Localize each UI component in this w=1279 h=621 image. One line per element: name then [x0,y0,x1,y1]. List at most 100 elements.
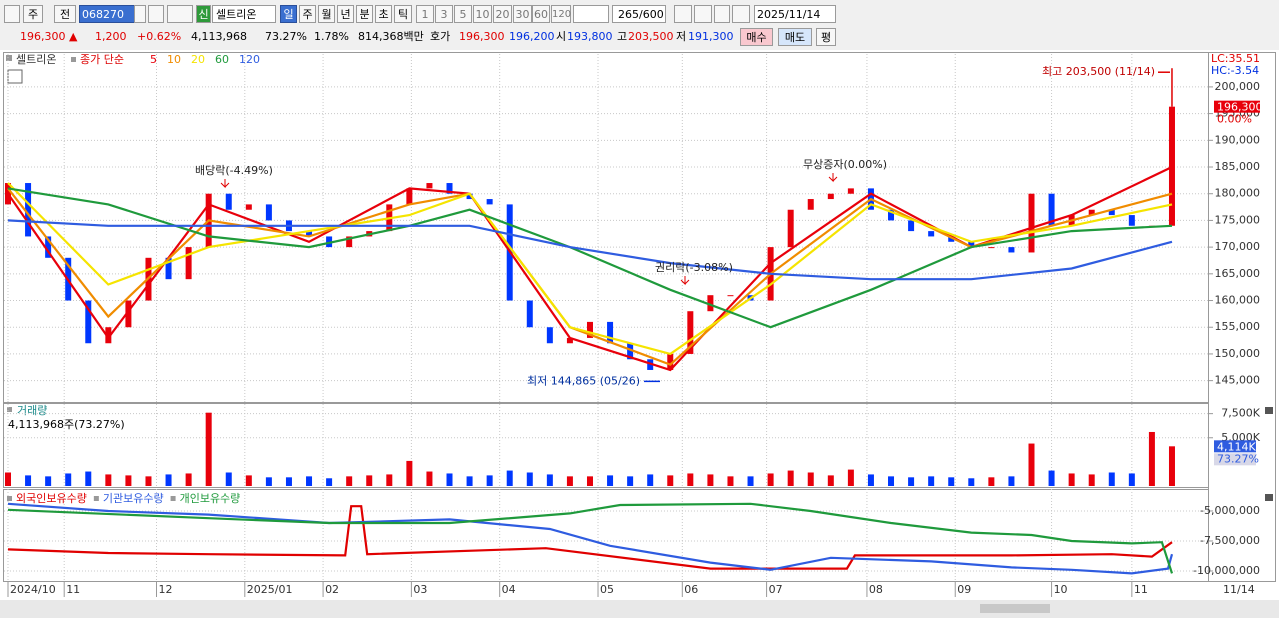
last-change-label: 0.00% [1217,113,1252,126]
y-tick-label: 150,000 [1215,347,1261,360]
buy-button[interactable]: 매수 [740,28,773,46]
open-label: 시 [556,30,567,43]
candle [566,337,573,344]
event-label: 배당락(-4.49%) [195,164,273,177]
period-button[interactable]: 분 [356,5,373,23]
y-tick-label: -10,000,000 [1193,564,1260,577]
stock-name[interactable]: 셀트리온 [212,5,276,23]
volume-bar [1008,476,1015,486]
interval-button[interactable]: 3 [435,5,453,23]
scrollbar[interactable] [0,600,1279,618]
volume-bar [667,475,674,486]
interval-button[interactable]: 60 [532,5,550,23]
period-button[interactable]: 초 [375,5,392,23]
candle [165,257,172,280]
period-button[interactable]: 틱 [394,5,412,23]
candle [667,353,674,370]
interval-button[interactable]: 120 [551,5,571,23]
period-button[interactable]: 년 [337,5,354,23]
save-icon[interactable] [714,5,730,23]
candle [948,236,955,242]
x-tick-label: 08 [869,583,883,596]
period-button[interactable]: 주 [299,5,316,23]
settings-icon[interactable] [732,5,750,23]
volume-bar [968,478,975,486]
volume-bar [526,472,533,486]
tool-icon[interactable] [674,5,692,23]
series-line [7,182,1173,356]
interval-button[interactable]: 20 [493,5,512,23]
date-box[interactable]: 2025/11/14 [754,5,836,23]
candle [466,193,473,200]
volume-bar [366,475,373,486]
volume-bar [65,473,72,486]
low-label: 저 [676,30,687,43]
lc-label: LC:35.51 [1211,52,1260,65]
period-button[interactable]: 월 [318,5,335,23]
x-tick-label: 05 [600,583,614,596]
legend-entry: 120 [239,53,260,66]
event-label: 권리락(-3.08%) [655,261,733,274]
interval-button[interactable]: 30 [513,5,532,23]
tool-icon[interactable] [694,5,712,23]
ma-title: 종가 단순 [80,53,124,66]
candle [908,220,915,232]
last-price-box [1214,100,1260,113]
volume-bar [326,478,333,486]
volume-bar [586,476,593,486]
count-max: /600 [639,8,664,21]
volume-bar [466,476,473,486]
volume-bar [486,475,493,486]
candle [928,231,935,237]
x-tick-label: 04 [502,583,516,596]
volume-bar [45,476,52,486]
interval-button[interactable]: 1 [416,5,434,23]
x-tick-label: 07 [769,583,783,596]
volume-bar [546,474,553,486]
scroll-thumb[interactable] [980,604,1050,613]
y-tick-label: 165,000 [1215,267,1261,280]
volume-bar [25,475,32,486]
interval-button[interactable]: 10 [473,5,492,23]
panel-close[interactable] [1265,494,1273,501]
candle [105,327,112,344]
last-ratio-box [1214,453,1256,466]
table-icon[interactable] [7,69,23,84]
market-button[interactable]: 전 [54,5,76,23]
candle [426,183,433,189]
candle [968,241,975,248]
volume-bar [988,477,995,486]
volume-bar [707,474,714,486]
volume-bar [265,477,272,486]
legend-entry: 10 [167,53,181,66]
volume-bar [566,476,573,486]
candle [125,300,132,328]
sound-icon[interactable] [167,5,193,23]
panel-close[interactable] [1265,407,1273,414]
x-tick-label: 09 [957,583,971,596]
candle [687,311,694,354]
search-icon[interactable] [148,5,164,23]
series-line [7,502,1174,575]
interval-button[interactable]: 5 [454,5,472,23]
volume-bar [5,472,11,486]
market-button[interactable]: 주 [23,5,43,23]
sell-button[interactable]: 매도 [778,28,812,46]
candle [827,193,834,200]
period-button[interactable]: 일 [280,5,297,23]
candle [526,300,533,328]
count-box[interactable]: 265/600 [612,5,666,23]
menu-icon[interactable] [4,5,20,23]
amount: 814,368백만 [358,30,424,43]
candle [1128,215,1135,226]
volume-legend: 4,113,968주(73.27%) [8,418,125,431]
code-dropdown[interactable] [134,5,146,23]
series-line [7,502,1174,574]
code-input[interactable]: 068270 [79,5,135,23]
candle [1088,209,1095,216]
volume-bar [306,476,313,486]
interval-dropdown[interactable] [573,5,609,23]
avg-button[interactable]: 평 [816,28,836,46]
candle [85,300,92,344]
candle [406,188,413,205]
